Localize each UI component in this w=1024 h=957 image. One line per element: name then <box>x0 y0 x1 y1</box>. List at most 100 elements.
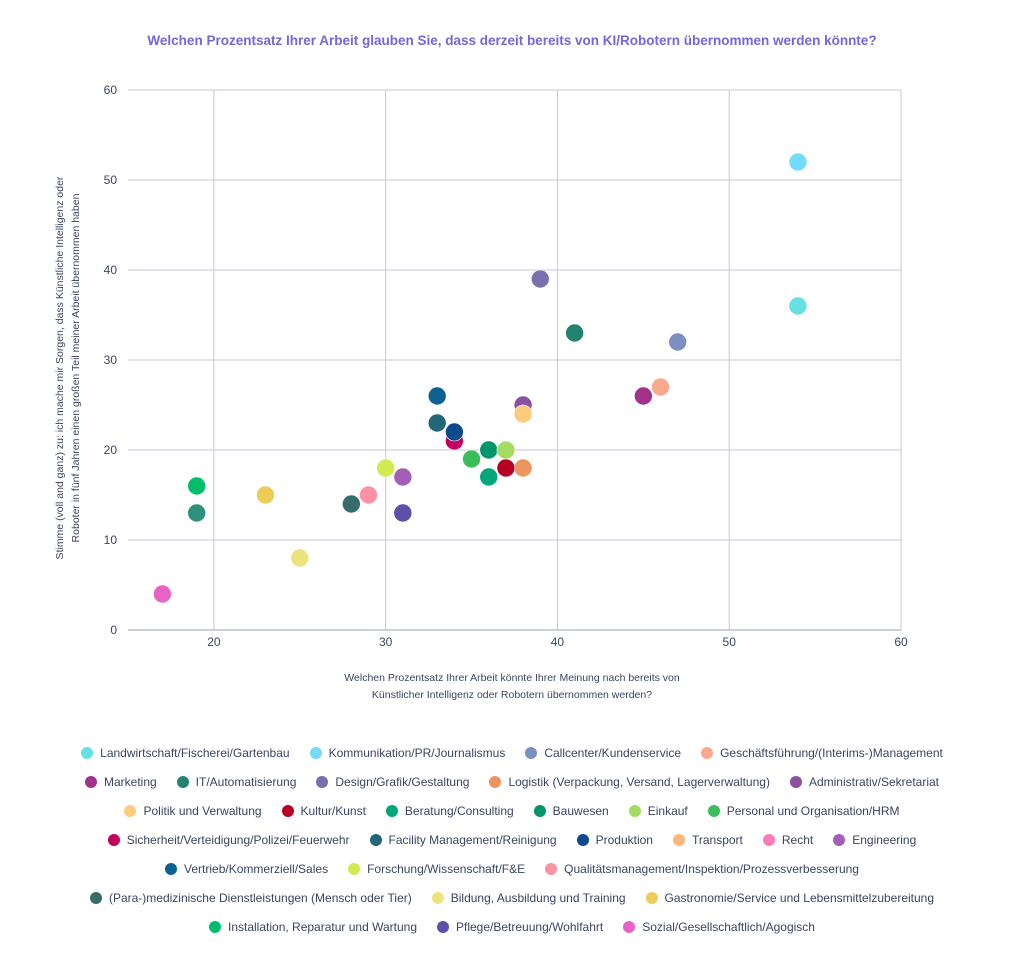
legend: Landwirtschaft/Fischerei/Gartenbau Kommun… <box>40 738 984 941</box>
legend-item[interactable]: Facility Management/Reinigung <box>369 833 557 847</box>
y-axis-label-line-2: Roboter in fünf Jahren einen großen Teil… <box>70 193 82 543</box>
legend-swatch-icon <box>81 746 94 759</box>
legend-item[interactable]: IT/Automatisierung <box>176 774 297 789</box>
legend-swatch-icon <box>124 804 137 817</box>
data-point <box>187 476 207 496</box>
legend-row: Sicherheit/Verteidigung/Polizei/Feuerweh… <box>40 825 984 854</box>
legend-swatch-icon <box>281 804 294 817</box>
legend-item[interactable]: Gastronomie/Service und Lebensmittelzube… <box>645 891 934 905</box>
legend-swatch-icon <box>107 833 120 846</box>
legend-item[interactable]: Qualitätsmanagement/Inspektion/Prozessve… <box>545 862 859 876</box>
legend-swatch-icon <box>176 775 189 788</box>
legend-label: Geschäftsführung/(Interims-)Management <box>720 745 943 760</box>
legend-item[interactable]: Recht <box>762 833 813 847</box>
legend-swatch-icon <box>525 746 538 759</box>
legend-item[interactable]: Sicherheit/Verteidigung/Polizei/Feuerweh… <box>107 832 350 847</box>
legend-item[interactable]: Produktion <box>576 832 653 847</box>
legend-item[interactable]: Transport <box>672 832 743 847</box>
legend-swatch-icon <box>489 775 502 788</box>
legend-item[interactable]: Einkauf <box>628 804 688 818</box>
legend-label: Pflege/Betreuung/Wohlfahrt <box>456 919 604 934</box>
legend-item[interactable]: Kultur/Kunst <box>281 803 366 818</box>
legend-swatch-icon <box>533 804 546 817</box>
legend-swatch-icon <box>833 833 846 846</box>
legend-row: Vertrieb/Kommerziell/Sales Forschung/Wiss… <box>40 854 984 883</box>
data-point <box>462 449 481 469</box>
legend-item[interactable]: Sozial/Gesellschaftlich/Agogisch <box>623 920 815 934</box>
legend-swatch-icon <box>209 920 221 933</box>
legend-label: IT/Automatisierung <box>195 774 297 789</box>
x-tick-label: 20 <box>207 635 221 649</box>
y-axis-label: Stimme (voll and ganz) zu: ich mache mir… <box>52 158 84 578</box>
data-point <box>479 467 499 487</box>
data-point <box>427 413 447 433</box>
data-point <box>530 269 550 289</box>
legend-swatch-icon <box>431 891 444 904</box>
legend-item[interactable]: Bildung, Ausbildung und Training <box>431 891 626 905</box>
legend-label: Kultur/Kunst <box>300 803 366 818</box>
legend-label: Vertrieb/Kommerziell/Sales <box>184 861 329 876</box>
legend-item[interactable]: Politik und Verwaltung <box>124 803 262 818</box>
legend-item[interactable]: Design/Grafik/Gestaltung <box>316 775 469 789</box>
legend-item[interactable]: Marketing <box>84 775 157 789</box>
legend-row: (Para-)medizinische Dienstleistungen (Me… <box>40 883 984 912</box>
legend-item[interactable]: Bauwesen <box>533 804 609 818</box>
legend-swatch-icon <box>348 862 361 875</box>
data-point <box>496 458 516 478</box>
legend-swatch-icon <box>316 775 329 788</box>
legend-item[interactable]: Engineering <box>833 833 916 847</box>
legend-swatch-icon <box>789 775 802 788</box>
legend-swatch-icon <box>762 833 775 846</box>
legend-item[interactable]: Vertrieb/Kommerziell/Sales <box>165 862 328 876</box>
data-point <box>376 458 395 478</box>
legend-swatch-icon <box>545 862 558 875</box>
legend-item[interactable]: Installation, Reparatur und Wartung <box>209 920 417 934</box>
legend-item[interactable]: Personal und Organisation/HRM <box>707 804 900 818</box>
data-point <box>427 386 447 406</box>
legend-item[interactable]: Logistik (Verpackung, Versand, Lagerverw… <box>489 775 770 789</box>
data-point <box>513 404 533 424</box>
data-point <box>187 503 207 523</box>
legend-label: Design/Grafik/Gestaltung <box>335 774 470 789</box>
legend-item[interactable]: (Para-)medizinische Dienstleistungen (Me… <box>89 890 412 905</box>
data-point <box>513 458 533 478</box>
legend-item[interactable]: Geschäftsführung/(Interims-)Management <box>701 746 943 760</box>
x-tick-label: 30 <box>379 635 393 649</box>
data-point <box>634 386 653 406</box>
data-point <box>153 584 172 604</box>
legend-label: Callcenter/Kundenservice <box>544 745 682 760</box>
legend-row: Installation, Reparatur und Wartung Pfleg… <box>40 912 984 941</box>
legend-label: Qualitätsmanagement/Inspektion/Prozessve… <box>564 861 859 876</box>
legend-label: Politik und Verwaltung <box>143 803 262 818</box>
y-tick-label: 30 <box>104 353 118 367</box>
legend-label: Produktion <box>595 832 653 847</box>
data-point <box>668 332 687 352</box>
legend-label: Kommunikation/PR/Journalismus <box>328 745 506 760</box>
legend-item[interactable]: Beratung/Consulting <box>385 804 514 818</box>
x-axis-label: Welchen Prozentsatz Ihrer Arbeit könnte … <box>262 670 762 704</box>
data-point <box>496 440 516 460</box>
y-tick-label: 50 <box>104 173 118 187</box>
data-point <box>393 467 413 487</box>
legend-label: Landwirtschaft/Fischerei/Gartenbau <box>100 745 290 760</box>
y-tick-label: 40 <box>104 263 118 277</box>
legend-label: Transport <box>691 832 743 847</box>
legend-item[interactable]: Kommunikation/PR/Journalismus <box>309 745 506 760</box>
legend-row: Marketing IT/Automatisierung Design/Grafik… <box>40 767 984 796</box>
data-point <box>788 296 808 316</box>
legend-item[interactable]: Pflege/Betreuung/Wohlfahrt <box>437 920 603 934</box>
legend-label: (Para-)medizinische Dienstleistungen (Me… <box>108 890 412 905</box>
legend-label: Forschung/Wissenschaft/F&E <box>367 861 526 876</box>
legend-swatch-icon <box>628 804 641 817</box>
legend-label: Sicherheit/Verteidigung/Polizei/Feuerweh… <box>126 832 350 847</box>
legend-swatch-icon <box>165 862 178 875</box>
x-tick-label: 40 <box>551 635 565 649</box>
legend-item[interactable]: Callcenter/Kundenservice <box>525 746 681 760</box>
legend-item[interactable]: Forschung/Wissenschaft/F&E <box>348 862 525 876</box>
legend-label: Administrativ/Sekretariat <box>808 774 939 789</box>
legend-item[interactable]: Administrativ/Sekretariat <box>789 774 939 789</box>
legend-item[interactable]: Landwirtschaft/Fischerei/Gartenbau <box>81 745 290 760</box>
legend-swatch-icon <box>369 833 382 846</box>
legend-row: Politik und Verwaltung Kultur/Kunst Beratu… <box>40 796 984 825</box>
legend-swatch-icon <box>309 746 322 759</box>
